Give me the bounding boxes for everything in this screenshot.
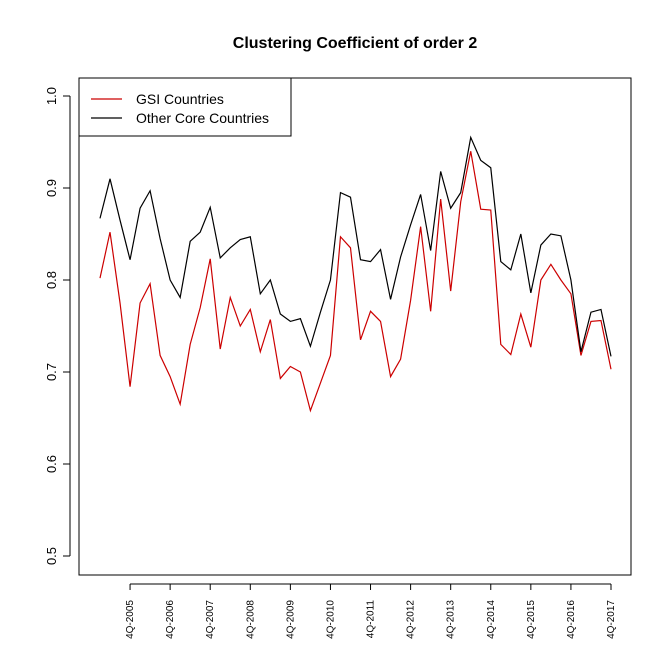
x-tick-label: 4Q-2006 [165,600,176,639]
y-tick-label: 0.6 [44,455,59,473]
series-line-0 [99,151,612,413]
x-tick-label: 4Q-2016 [566,600,577,639]
y-tick-label: 0.8 [44,271,59,289]
series-line-1 [99,135,612,357]
y-tick-label: 1.0 [44,87,59,105]
x-tick-label: 4Q-2012 [406,600,417,639]
x-tick-label: 4Q-2009 [285,600,296,639]
y-tick-label: 0.9 [44,179,59,197]
y-tick-label: 0.7 [44,363,59,381]
x-axis: 4Q-2005 4Q-2006 4Q-2007 4Q-2008 4Q-2009 4Q-20… [125,583,617,639]
series-layer [99,135,612,413]
x-tick-label: 4Q-2008 [245,600,256,639]
x-tick-label: 4Q-2017 [606,600,617,639]
plot-frame [78,77,632,576]
y-axis: 0.5 0.6 0.7 0.8 0.9 1.0 [44,87,71,565]
x-tick-label: 4Q-2013 [446,600,457,639]
x-tick-label: 4Q-2015 [526,600,537,639]
legend-label-gsi: GSI Countries [136,91,224,107]
x-tick-label: 4Q-2005 [125,600,136,639]
legend-box [78,77,292,137]
x-tick-label: 4Q-2014 [486,600,497,639]
chart-title: Clustering Coefficient of order 2 [233,35,478,52]
y-tick-label: 0.5 [44,547,59,565]
x-tick-label: 4Q-2007 [205,600,216,639]
x-tick-label: 4Q-2011 [366,600,377,639]
x-tick-label: 4Q-2010 [325,600,336,639]
legend-label-other-core: Other Core Countries [136,110,269,126]
legend: GSI Countries Other Core Countries [78,77,292,137]
